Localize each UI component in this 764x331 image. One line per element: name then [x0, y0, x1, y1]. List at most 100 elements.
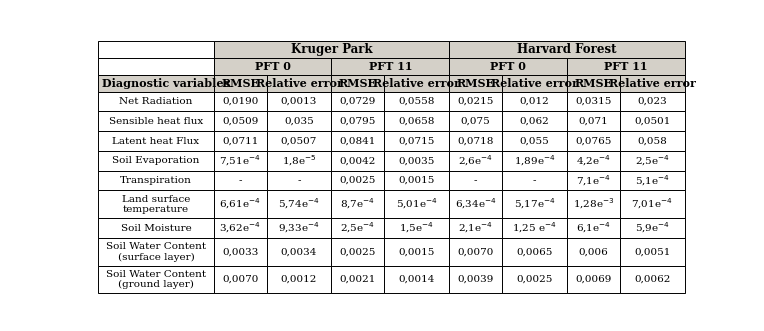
- Bar: [449, 92, 502, 111]
- Bar: [267, 238, 332, 265]
- Text: -: -: [474, 176, 478, 185]
- Bar: [99, 151, 214, 171]
- Text: Sensible heat flux: Sensible heat flux: [109, 117, 203, 126]
- Bar: [332, 171, 384, 190]
- Text: PFT 11: PFT 11: [604, 61, 648, 72]
- Text: Harvard Forest: Harvard Forest: [517, 43, 617, 56]
- Bar: [214, 171, 267, 190]
- Text: Soil Moisture: Soil Moisture: [121, 223, 192, 232]
- Bar: [567, 131, 620, 151]
- Text: -: -: [238, 176, 242, 185]
- Bar: [502, 111, 567, 131]
- Bar: [332, 58, 449, 75]
- Text: 0,071: 0,071: [578, 117, 608, 126]
- Text: 0,0014: 0,0014: [399, 275, 435, 284]
- Text: 0,0035: 0,0035: [399, 156, 435, 165]
- Bar: [567, 218, 620, 238]
- Text: 1,8e$^{-5}$: 1,8e$^{-5}$: [282, 154, 316, 168]
- Bar: [99, 265, 214, 293]
- Bar: [502, 218, 567, 238]
- Bar: [502, 151, 567, 171]
- Bar: [449, 190, 502, 218]
- Text: 0,0501: 0,0501: [634, 117, 671, 126]
- Text: 0,0069: 0,0069: [575, 275, 612, 284]
- Bar: [384, 75, 449, 92]
- Text: Soil Water Content
(surface layer): Soil Water Content (surface layer): [106, 242, 206, 261]
- Bar: [332, 265, 384, 293]
- Text: 0,0021: 0,0021: [340, 275, 376, 284]
- Bar: [214, 41, 449, 58]
- Text: 0,0025: 0,0025: [340, 247, 376, 256]
- Bar: [502, 131, 567, 151]
- Bar: [214, 218, 267, 238]
- Text: 0,0015: 0,0015: [399, 176, 435, 185]
- Bar: [567, 151, 620, 171]
- Bar: [267, 131, 332, 151]
- Bar: [384, 131, 449, 151]
- Bar: [502, 92, 567, 111]
- Bar: [620, 265, 685, 293]
- Text: 0,035: 0,035: [284, 117, 314, 126]
- Text: 0,0034: 0,0034: [281, 247, 317, 256]
- Text: 5,17e$^{-4}$: 5,17e$^{-4}$: [513, 197, 555, 212]
- Text: 0,0795: 0,0795: [340, 117, 376, 126]
- Text: 0,062: 0,062: [520, 117, 549, 126]
- Text: 1,28e$^{-3}$: 1,28e$^{-3}$: [573, 197, 614, 212]
- Bar: [567, 238, 620, 265]
- Bar: [384, 265, 449, 293]
- Text: 0,0070: 0,0070: [222, 275, 258, 284]
- Bar: [567, 111, 620, 131]
- Text: 0,0065: 0,0065: [516, 247, 552, 256]
- Text: Relative error: Relative error: [374, 78, 460, 89]
- Text: RMSE: RMSE: [457, 78, 494, 89]
- Bar: [449, 58, 567, 75]
- Text: 7,51e$^{-4}$: 7,51e$^{-4}$: [219, 154, 261, 168]
- Text: Relative error: Relative error: [609, 78, 696, 89]
- Text: 5,1e$^{-4}$: 5,1e$^{-4}$: [635, 173, 670, 188]
- Bar: [449, 265, 502, 293]
- Bar: [384, 151, 449, 171]
- Bar: [99, 75, 214, 92]
- Bar: [99, 218, 214, 238]
- Text: 5,74e$^{-4}$: 5,74e$^{-4}$: [278, 197, 320, 212]
- Text: Diagnostic variables: Diagnostic variables: [102, 78, 230, 89]
- Text: PFT 0: PFT 0: [254, 61, 290, 72]
- Bar: [267, 92, 332, 111]
- Bar: [214, 92, 267, 111]
- Text: 0,0558: 0,0558: [399, 97, 435, 106]
- Bar: [99, 131, 214, 151]
- Bar: [214, 58, 332, 75]
- Bar: [99, 58, 214, 75]
- Text: Kruger Park: Kruger Park: [290, 43, 372, 56]
- Bar: [214, 151, 267, 171]
- Text: PFT 11: PFT 11: [368, 61, 412, 72]
- Bar: [267, 265, 332, 293]
- Text: 6,1e$^{-4}$: 6,1e$^{-4}$: [576, 221, 611, 235]
- Text: 0,006: 0,006: [578, 247, 608, 256]
- Text: 0,0012: 0,0012: [281, 275, 317, 284]
- Text: Land surface
temperature: Land surface temperature: [121, 195, 190, 214]
- Text: 9,33e$^{-4}$: 9,33e$^{-4}$: [278, 221, 320, 235]
- Text: 0,055: 0,055: [520, 136, 549, 146]
- Text: 0,058: 0,058: [637, 136, 667, 146]
- Bar: [567, 190, 620, 218]
- Bar: [620, 190, 685, 218]
- Bar: [214, 111, 267, 131]
- Text: 0,0025: 0,0025: [516, 275, 552, 284]
- Bar: [567, 171, 620, 190]
- Bar: [502, 190, 567, 218]
- Bar: [99, 41, 214, 58]
- Bar: [502, 238, 567, 265]
- Text: 0,0507: 0,0507: [281, 136, 317, 146]
- Bar: [449, 171, 502, 190]
- Bar: [267, 111, 332, 131]
- Text: 5,01e$^{-4}$: 5,01e$^{-4}$: [396, 197, 438, 212]
- Bar: [214, 238, 267, 265]
- Bar: [214, 265, 267, 293]
- Bar: [267, 75, 332, 92]
- Text: 0,0718: 0,0718: [458, 136, 494, 146]
- Text: 0,0042: 0,0042: [340, 156, 376, 165]
- Bar: [567, 265, 620, 293]
- Text: 0,0715: 0,0715: [399, 136, 435, 146]
- Bar: [449, 41, 685, 58]
